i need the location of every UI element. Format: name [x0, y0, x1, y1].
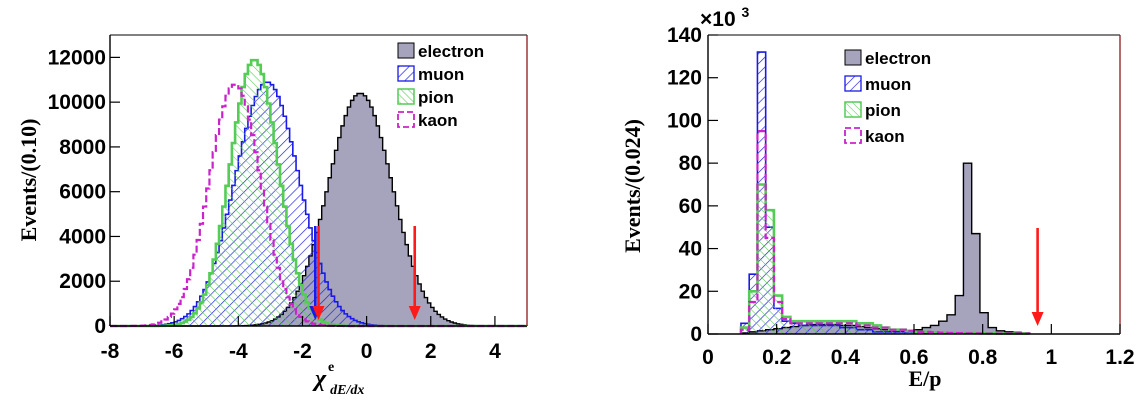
left-legend-label-pion: pion [418, 88, 454, 107]
right-y-tick-label: 100 [667, 109, 702, 132]
right-y-tick-label: 60 [679, 195, 702, 218]
left-x-tick-label: 2 [425, 340, 437, 363]
left-y-axis-label: Events/(0.10) [16, 119, 41, 242]
right-y-tick-label: 0 [690, 323, 702, 346]
left-x-axis-label: χ dE/dx [312, 366, 364, 398]
left-legend-swatch-muon [397, 65, 415, 82]
left-cut-arrow-2-head [408, 306, 421, 320]
right-x-tick-label: 0.8 [968, 346, 998, 369]
series-kaon-outline [739, 130, 1031, 335]
left-y-tick-label: 0 [94, 315, 106, 338]
right-legend-label-kaon: kaon [865, 127, 905, 146]
left-y-tick-label: 8000 [59, 136, 106, 159]
right-x-tick-label: 1 [1045, 346, 1057, 369]
left-legend-label-electron: electron [418, 42, 484, 61]
right-x-axis-label: E/p [908, 366, 941, 391]
left-y-tick-label: 10000 [48, 91, 106, 114]
series-kaon-outline [108, 83, 527, 328]
left-legend-label-kaon: kaon [418, 111, 458, 130]
left-legend-swatch-electron [397, 42, 415, 59]
right-x-tick-label: 0 [702, 346, 714, 369]
series-pion-outline [739, 183, 1031, 335]
left-cut-arrows [309, 226, 421, 320]
right-legend-label-electron: electron [865, 49, 931, 68]
left-x-tick-label: -8 [101, 340, 120, 363]
series-electron-fill [740, 163, 1030, 334]
left-cut-arrow-1-head [312, 306, 325, 320]
left-y-tick-label: 4000 [59, 225, 106, 248]
right-legend-label-pion: pion [865, 101, 901, 120]
left-legend-swatch-pion [397, 88, 415, 105]
left-legend-swatch-kaon [397, 111, 415, 128]
left-y-tick-label: 2000 [59, 270, 106, 293]
left-x-tick-label: -6 [165, 340, 184, 363]
left-legend: electron muon pion kaon [397, 42, 484, 130]
left-x-axis-ticks: -8 -6 -4 -2 0 2 4 [101, 316, 501, 363]
right-x-tick-label: 0.4 [831, 346, 861, 369]
left-frame [109, 34, 528, 327]
series-muon-outline [740, 51, 1031, 335]
right-y-tick-label: 120 [667, 67, 702, 90]
series-pion-fill [740, 184, 1030, 334]
right-x-tick-label: 0.2 [762, 346, 791, 369]
chart-e-over-p: 0 20 40 60 80 100 120 140 0 0.2 0.4 0.6 0.8 1 1.2 ele… [620, 4, 1135, 391]
left-y-axis-ticks: 0 2000 4000 6000 8000 10000 12000 [48, 46, 120, 338]
right-legend: electron muon pion kaon [844, 49, 931, 146]
right-y-tick-label: 40 [679, 238, 702, 261]
right-y-multiplier-exp: 3 [741, 4, 749, 20]
series-electron-outline [740, 162, 1031, 334]
right-y-axis-label: Events/(0.024) [620, 119, 645, 253]
left-x-tick-label: 4 [489, 340, 501, 363]
left-x-axis-label-sub: dE/dx [330, 383, 364, 398]
right-y-axis-ticks: 0 20 40 60 80 100 120 140 [667, 24, 718, 346]
right-legend-swatch-electron [844, 49, 862, 66]
right-y-tick-label: 80 [679, 152, 702, 175]
right-y-multiplier: ×10 3 [700, 4, 749, 31]
right-x-axis-ticks: 0 0.2 0.4 0.6 0.8 1 1.2 [702, 324, 1135, 369]
left-y-tick-label: 6000 [59, 181, 106, 204]
right-cut-arrows [1031, 228, 1044, 326]
left-y-tick-label: 12000 [48, 46, 106, 69]
right-y-tick-label: 20 [679, 280, 702, 303]
left-x-tick-label: -4 [229, 340, 248, 363]
left-x-axis-label-chi: χ [312, 366, 327, 392]
right-y-tick-label: 140 [667, 24, 702, 47]
left-legend-label-muon: muon [418, 65, 464, 84]
right-legend-swatch-pion [844, 101, 862, 118]
right-legend-label-muon: muon [865, 75, 911, 94]
right-histograms [739, 51, 1031, 335]
right-cut-arrow-0-head [1031, 312, 1044, 326]
series-muon-fill [740, 52, 1030, 334]
right-y-multiplier-base: ×10 [700, 8, 736, 31]
left-x-tick-label: -2 [293, 340, 312, 363]
left-x-axis-label-sup: e [328, 360, 334, 375]
left-x-tick-label: 0 [361, 340, 373, 363]
right-legend-swatch-muon [844, 75, 862, 92]
right-x-tick-label: 1.2 [1105, 346, 1134, 369]
right-legend-swatch-kaon [844, 127, 862, 144]
right-x-tick-label: 0.6 [899, 346, 928, 369]
